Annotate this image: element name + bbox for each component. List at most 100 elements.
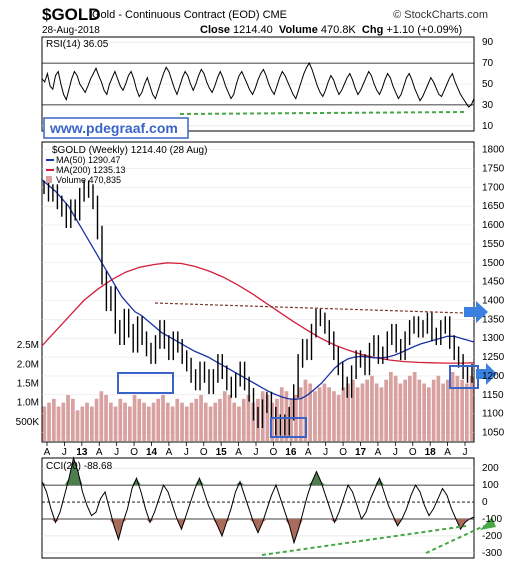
cci-oversold-fill xyxy=(285,519,290,526)
stockcharts-brand[interactable]: © StockCharts.com xyxy=(393,9,488,21)
volume-bar xyxy=(374,383,379,441)
price-tick-label: 1250 xyxy=(482,352,505,363)
cci-overbought-fill xyxy=(73,458,78,486)
volume-bar xyxy=(232,402,237,441)
support-box-2013 xyxy=(117,372,174,394)
volume-bar xyxy=(123,402,127,441)
price-tick-label: 1650 xyxy=(482,201,505,212)
volume-bar xyxy=(189,402,194,441)
price-tick-label: 1450 xyxy=(482,277,505,288)
price-tick-label: 1200 xyxy=(482,371,505,382)
volume-bar xyxy=(360,383,365,441)
volume-bar xyxy=(109,402,113,441)
volume-bar xyxy=(80,406,85,441)
watermark-text: www.pdegraaf.com xyxy=(49,120,178,136)
x-tick-label: 18 xyxy=(425,447,437,458)
price-panel: $GOLD (Weekly) 1214.40 (28 Aug) MA(50) 1… xyxy=(16,141,505,443)
volume-bar xyxy=(403,379,407,441)
rsi-tick-label: 70 xyxy=(482,58,494,69)
contract-description: Gold - Continuous Contract (EOD) CME xyxy=(92,9,288,21)
cci-overbought-fill xyxy=(199,478,204,486)
cci-oversold-fill xyxy=(114,519,119,540)
volume-bar xyxy=(218,398,222,441)
rsi-tick-label: 30 xyxy=(482,100,494,111)
quote-date: 28-Aug-2018 xyxy=(42,25,100,36)
price-tick-label: 1100 xyxy=(482,409,504,420)
volume-bar xyxy=(156,398,161,441)
volume-bar xyxy=(284,391,289,441)
x-tick-label: 13 xyxy=(76,447,88,458)
volume-bar xyxy=(61,402,66,441)
volume-bar xyxy=(237,406,241,441)
x-tick-label: J xyxy=(62,447,67,458)
volume-bar xyxy=(227,395,232,441)
ma50-line xyxy=(41,179,475,401)
cci-oversold-fill xyxy=(217,519,222,536)
volume-bar xyxy=(42,406,47,441)
volume-bar xyxy=(351,379,355,441)
volume-bar xyxy=(75,410,80,441)
volume-bar xyxy=(441,383,445,441)
volume-bar xyxy=(398,383,403,441)
volume-bar xyxy=(132,395,137,441)
volume-bar xyxy=(151,402,156,441)
volume-bar xyxy=(265,395,270,441)
x-tick-label: J xyxy=(323,447,328,458)
volume-bar xyxy=(469,375,474,441)
rsi-trendline xyxy=(179,111,465,115)
volume-bar xyxy=(66,395,70,441)
x-tick-label: A xyxy=(96,447,103,458)
cci-oversold-fill xyxy=(298,519,303,530)
volume-bar xyxy=(213,402,218,441)
volume-bar xyxy=(194,398,199,441)
price-tick-label: 1600 xyxy=(482,220,505,231)
rsi-panel: RSI(14) 36.05 90 70 50 30 10 www.pdegraaf.co… xyxy=(41,36,494,139)
volume-bar xyxy=(460,379,464,441)
volume-bar xyxy=(355,387,360,441)
volume-bar xyxy=(161,395,165,441)
rsi-tick-label: 50 xyxy=(482,79,494,90)
volume-bar xyxy=(431,379,436,441)
volume-legend-swatch xyxy=(46,176,52,183)
target-arrow-right-icon xyxy=(464,301,488,323)
volume-bar xyxy=(203,402,208,441)
price-tick-label: 1350 xyxy=(482,314,505,325)
volume-bar xyxy=(446,379,450,441)
volume-bar xyxy=(384,379,388,441)
price-tick-label: 1300 xyxy=(482,333,505,344)
price-tick-label: 1400 xyxy=(482,295,505,306)
volume-bar xyxy=(408,375,412,441)
volume-bar xyxy=(465,383,469,441)
cci-overbought-fill xyxy=(136,478,141,486)
x-tick-label: J xyxy=(114,447,119,458)
volume-bar xyxy=(85,402,89,441)
x-tick-label: O xyxy=(270,447,278,458)
price-title: $GOLD (Weekly) 1214.40 (28 Aug) xyxy=(52,145,207,156)
volume-bar xyxy=(184,406,189,441)
cci-tick-label: -300 xyxy=(482,548,502,559)
rsi-tick-label: 90 xyxy=(482,37,494,48)
x-tick-label: O xyxy=(200,447,208,458)
volume-bar xyxy=(275,398,279,441)
cci-trendline-2 xyxy=(425,525,485,554)
price-tick-label: 1500 xyxy=(482,258,505,269)
price-tick-label: 1150 xyxy=(482,390,504,401)
cci-tick-label: -100 xyxy=(482,514,502,525)
volume-tick-label: 2.5M xyxy=(17,340,39,351)
volume-bar xyxy=(251,402,256,441)
volume-bar xyxy=(47,402,51,441)
volume-bar xyxy=(142,402,146,441)
volume-bar xyxy=(52,398,56,441)
volume-bar xyxy=(365,379,369,441)
volume-bar xyxy=(427,387,431,441)
volume-bar xyxy=(393,375,398,441)
price-tick-label: 1700 xyxy=(482,182,505,193)
volume-bar xyxy=(370,375,374,441)
volume-bar xyxy=(113,406,118,441)
volume-bar xyxy=(289,398,294,441)
volume-bar xyxy=(332,391,336,441)
volume-tick-label: 2.0M xyxy=(17,359,39,370)
volume-bar xyxy=(208,406,213,441)
volume-bar xyxy=(270,402,275,441)
